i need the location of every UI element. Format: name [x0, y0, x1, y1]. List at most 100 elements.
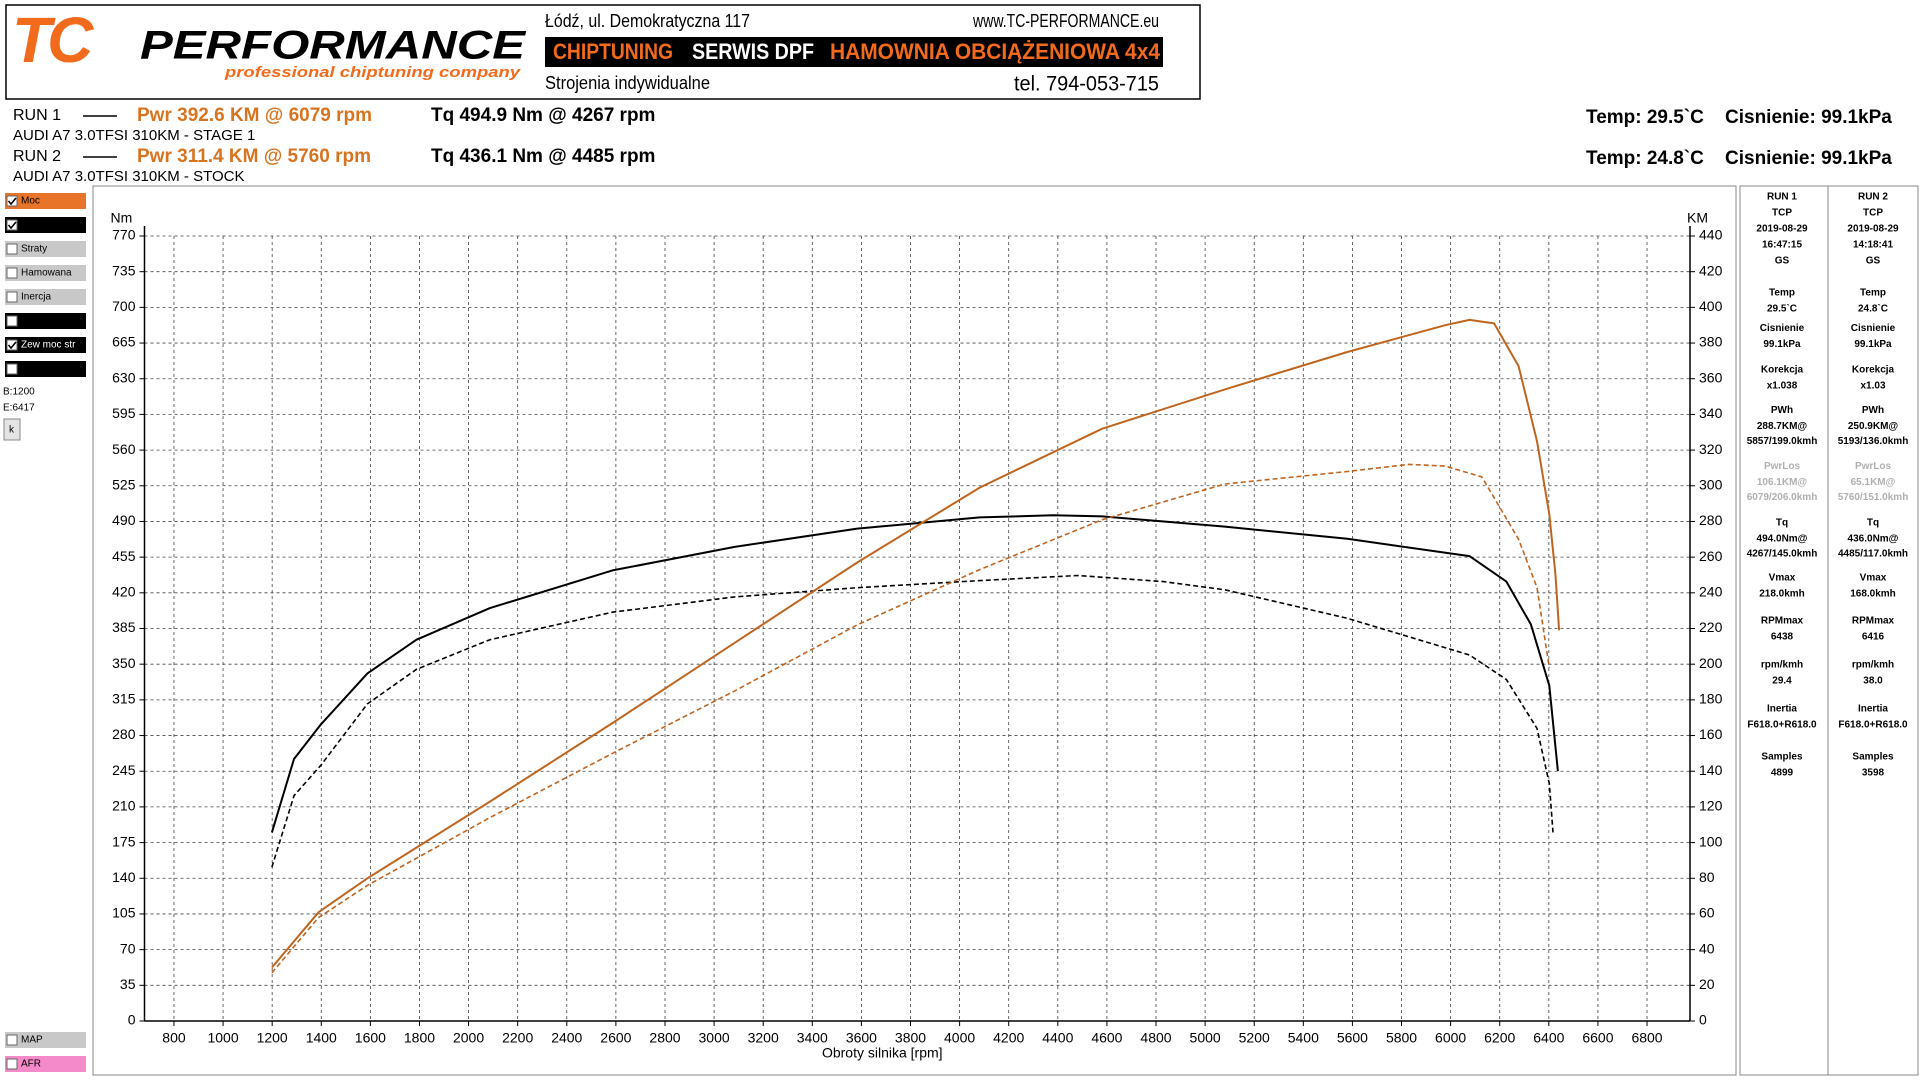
checkbox[interactable]	[6, 315, 18, 327]
y2-tick-label: 200	[1699, 655, 1723, 671]
x-tick-label: 4800	[1140, 1030, 1171, 1046]
y2-tick-label: 20	[1699, 976, 1715, 992]
panel-value: 250.9KM@	[1848, 421, 1899, 432]
option-label: MAP	[21, 1035, 43, 1046]
y-tick-label: 455	[112, 548, 136, 564]
x-tick-label: 5800	[1386, 1030, 1417, 1046]
checkbox[interactable]	[6, 195, 18, 207]
y2-tick-label: 420	[1699, 262, 1723, 278]
y-tick-label: 490	[112, 512, 136, 528]
panel-value: 288.7KM@	[1757, 421, 1808, 432]
x-tick-label: 3400	[797, 1030, 828, 1046]
checkbox[interactable]	[6, 363, 18, 375]
service: SERWIS DPF	[692, 39, 814, 64]
panel-value: 168.0kmh	[1850, 589, 1896, 600]
y2-tick-label: 260	[1699, 548, 1723, 564]
panel-value: 5857/199.0kmh	[1747, 436, 1818, 447]
run-vehicle: AUDI A7 3.0TFSI 310KM - STAGE 1	[13, 127, 255, 144]
curve	[271, 463, 1551, 974]
x-tick-label: 2000	[453, 1030, 484, 1046]
option-bg	[5, 289, 86, 305]
option-label: Zew moc str	[21, 340, 76, 351]
y2-tick-label: 300	[1699, 476, 1723, 492]
y-tick-label: 70	[120, 940, 136, 956]
x-tick-label: 6400	[1533, 1030, 1564, 1046]
panel-value: 65.1KM@	[1851, 477, 1896, 488]
y-tick-label: 595	[112, 405, 136, 421]
curve	[271, 318, 1561, 969]
panel-label: Korekcja	[1852, 364, 1895, 375]
button-k-label: k	[9, 425, 15, 436]
checkbox[interactable]	[6, 1034, 18, 1046]
x-tick-label: 4600	[1091, 1030, 1122, 1046]
panel-label: Tq	[1776, 518, 1788, 529]
panel-value: 29.4	[1772, 676, 1792, 687]
y2-tick-label: 0	[1699, 1012, 1707, 1028]
service: HAMOWNIA OBCIĄŻENIOWA 4x4	[830, 39, 1161, 64]
checkbox[interactable]	[6, 243, 18, 255]
y2-tick-label: 360	[1699, 369, 1723, 385]
y2-tick-label: 60	[1699, 905, 1715, 921]
x-tick-label: 6200	[1484, 1030, 1515, 1046]
y-tick-label: 280	[112, 726, 136, 742]
panel-label: Inertia	[1858, 704, 1888, 715]
run-label: RUN 2	[13, 148, 61, 165]
website: www.TC-PERFORMANCE.eu	[972, 11, 1159, 31]
x-tick-label: 1000	[207, 1030, 238, 1046]
panel-value: 29.5`C	[1767, 303, 1797, 314]
y2-tick-label: 120	[1699, 798, 1723, 814]
panel-label: Temp	[1860, 287, 1886, 298]
y2-tick-label: 180	[1699, 691, 1723, 707]
y-tick-label: 525	[112, 476, 136, 492]
x-tick-label: 6000	[1435, 1030, 1466, 1046]
panel-header: RUN 1	[1767, 192, 1797, 203]
x-tick-label: 1600	[355, 1030, 386, 1046]
side-panel	[1739, 185, 1919, 1076]
checkbox[interactable]	[6, 267, 18, 279]
panel-header: TCP	[1863, 208, 1883, 219]
button-k[interactable]	[3, 418, 21, 441]
panel-label: Vmax	[1860, 573, 1887, 584]
panel-value: 6438	[1771, 631, 1794, 642]
run-torque: Tq 494.9 Nm @ 4267 rpm	[431, 105, 655, 126]
y2-tick-label: 320	[1699, 441, 1723, 457]
panel-value: 436.0Nm@	[1848, 534, 1899, 545]
y-tick-label: 735	[112, 262, 136, 278]
y-tick-label: 210	[112, 798, 136, 814]
y-tick-label: 175	[112, 833, 136, 849]
run-torque: Tq 436.1 Nm @ 4485 rpm	[431, 146, 655, 167]
panel-label: Cisnienie	[1851, 323, 1896, 334]
checkbox[interactable]	[6, 219, 18, 231]
y2-tick-label: 80	[1699, 869, 1715, 885]
panel-value: 6079/206.0kmh	[1747, 492, 1818, 503]
option-bg	[5, 217, 86, 233]
option-label: Inercja	[21, 292, 51, 303]
address: Łódź, ul. Demokratyczna 117	[545, 11, 750, 31]
panel-header: TCP	[1772, 208, 1792, 219]
y-tick-label: 105	[112, 905, 136, 921]
x-tick-label: 2600	[600, 1030, 631, 1046]
y-tick-label: 385	[112, 619, 136, 635]
y-tick-label: 630	[112, 369, 136, 385]
x-tick-label: 1200	[257, 1030, 288, 1046]
checkbox[interactable]	[6, 1058, 18, 1070]
panel-value: 99.1kPa	[1763, 339, 1801, 350]
run-vehicle: AUDI A7 3.0TFSI 310KM - STOCK	[13, 168, 244, 185]
panel-label: Samples	[1761, 751, 1803, 762]
checkbox[interactable]	[6, 291, 18, 303]
x-tick-label: 2400	[551, 1030, 582, 1046]
y2-tick-label: 240	[1699, 584, 1723, 600]
panel-value: F618.0+R618.0	[1838, 720, 1908, 731]
run-label: RUN 1	[13, 107, 61, 124]
option-bg	[5, 361, 86, 377]
y2-tick-label: 340	[1699, 405, 1723, 421]
checkbox[interactable]	[6, 339, 18, 351]
y2-axis-label: KM	[1687, 210, 1708, 226]
option-bg	[5, 241, 86, 257]
panel-value: 4899	[1771, 767, 1794, 778]
x-tick-label: 6600	[1582, 1030, 1613, 1046]
panel-label: PwrLos	[1855, 461, 1892, 472]
panel-header: 2019-08-29	[1847, 224, 1899, 235]
panel-header: GS	[1866, 256, 1881, 267]
